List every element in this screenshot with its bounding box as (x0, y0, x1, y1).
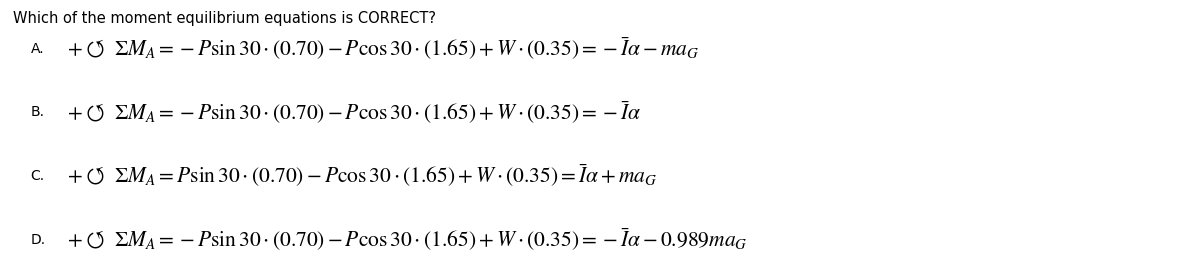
Text: B.: B. (31, 105, 44, 119)
Text: D.: D. (31, 233, 46, 247)
Text: Which of the moment equilibrium equations is CORRECT?: Which of the moment equilibrium equation… (13, 11, 436, 26)
Text: $+\circlearrowleft\ \Sigma M_A = P\sin 30\cdot(0.70) - P\cos 30\cdot(1.65) + W\c: $+\circlearrowleft\ \Sigma M_A = P\sin 3… (67, 163, 658, 189)
Text: A.: A. (31, 41, 44, 56)
Text: $+\circlearrowleft\ \Sigma M_A = -P\sin 30\cdot(0.70) - P\cos 30\cdot(1.65) + W\: $+\circlearrowleft\ \Sigma M_A = -P\sin … (67, 226, 748, 253)
Text: $+\circlearrowleft\ \Sigma M_A = -P\sin 30\cdot(0.70) - P\cos 30\cdot(1.65) + W\: $+\circlearrowleft\ \Sigma M_A = -P\sin … (67, 35, 698, 62)
Text: $+\circlearrowleft\ \Sigma M_A = -P\sin 30\cdot(0.70) - P\cos 30\cdot(1.65) + W\: $+\circlearrowleft\ \Sigma M_A = -P\sin … (67, 99, 641, 125)
Text: C.: C. (31, 169, 44, 183)
